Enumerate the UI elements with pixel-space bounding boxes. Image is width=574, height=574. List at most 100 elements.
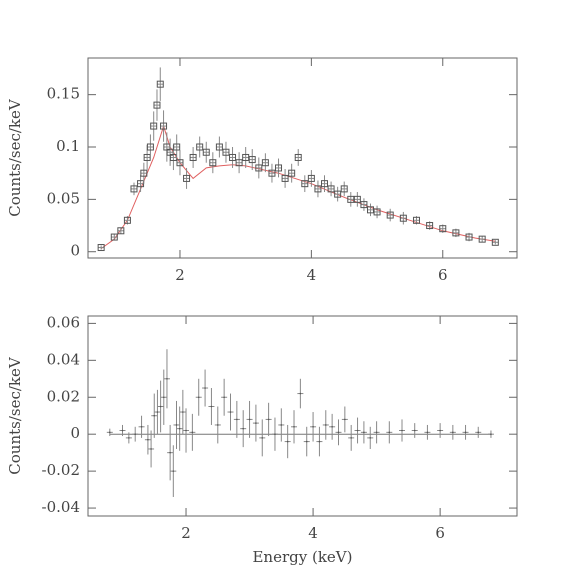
y-tick-label: 0.06 <box>47 313 80 331</box>
plot-frame <box>87 315 518 517</box>
data-point <box>175 424 178 426</box>
data-point <box>280 424 283 426</box>
data-point <box>344 418 346 421</box>
data-point <box>331 426 333 428</box>
y-tick-label: 0.05 <box>47 189 80 207</box>
x-tick-label: 6 <box>435 524 445 542</box>
data-point <box>210 405 213 408</box>
data-point <box>209 159 217 167</box>
data-point <box>312 426 314 428</box>
data-point <box>216 424 219 426</box>
data-point <box>215 143 223 151</box>
data-point <box>314 185 322 193</box>
x-tick-label: 4 <box>308 524 318 542</box>
data-point <box>439 225 447 233</box>
data-point <box>465 233 473 241</box>
data-point <box>159 405 162 408</box>
x-tick-label: 2 <box>181 524 191 542</box>
data-point <box>108 431 111 434</box>
data-point <box>117 227 125 235</box>
data-point <box>110 233 118 241</box>
data-point <box>439 429 441 432</box>
data-point <box>130 185 138 193</box>
data-point <box>294 153 302 161</box>
data-point <box>464 431 467 434</box>
data-point <box>452 229 460 237</box>
data-point <box>202 148 210 156</box>
data-point <box>222 148 230 156</box>
data-point <box>248 156 256 164</box>
data-point <box>229 411 232 413</box>
data-point <box>452 431 454 434</box>
data-point <box>426 222 434 230</box>
data-point <box>121 429 124 432</box>
data-point <box>321 180 329 188</box>
data-point <box>324 424 327 426</box>
data-point <box>236 418 238 421</box>
data-point <box>134 433 137 435</box>
data-point <box>293 426 295 428</box>
data-point <box>176 159 184 167</box>
data-point <box>369 437 372 439</box>
model-line <box>100 124 496 250</box>
data-point <box>340 185 348 193</box>
y-tick-label: 0.04 <box>47 350 80 368</box>
data-point <box>156 80 164 88</box>
data-point <box>147 438 149 441</box>
data-point <box>183 174 191 182</box>
data-point <box>363 431 365 434</box>
data-point <box>123 216 131 224</box>
data-point <box>274 433 276 435</box>
data-point <box>412 216 420 224</box>
data-point <box>191 431 194 434</box>
data-point <box>288 169 296 177</box>
data-point <box>347 195 355 203</box>
data-point <box>490 433 492 435</box>
data-point <box>399 214 407 222</box>
data-point <box>373 208 381 216</box>
x-tick-label: 4 <box>307 266 317 284</box>
data-point <box>140 169 148 177</box>
data-point <box>197 396 200 399</box>
data-point <box>318 440 321 443</box>
data-point <box>140 426 143 428</box>
data-point <box>242 427 244 430</box>
data-point <box>166 377 168 380</box>
data-point <box>160 122 168 130</box>
data-point <box>223 396 225 399</box>
data-point <box>153 101 161 109</box>
data-point <box>350 437 352 439</box>
y-tick-label: 0 <box>70 242 80 260</box>
data-point <box>327 185 335 193</box>
y-tick-label: -0.04 <box>42 498 80 516</box>
y-axis-label: Counts/sec/keV <box>6 356 24 475</box>
y-tick-label: 0.02 <box>47 387 80 405</box>
data-point <box>337 431 340 434</box>
x-tick-label: 6 <box>438 266 448 284</box>
data-point <box>334 190 342 198</box>
data-point <box>248 418 251 421</box>
data-point <box>401 429 403 432</box>
x-tick-label: 2 <box>175 266 185 284</box>
data-point <box>255 164 263 172</box>
data-point <box>307 174 315 182</box>
data-point <box>388 431 391 434</box>
data-point <box>478 235 486 243</box>
data-point <box>156 411 159 413</box>
data-point <box>182 411 184 413</box>
data-point <box>268 169 276 177</box>
data-point <box>153 414 156 417</box>
data-point <box>162 396 165 399</box>
y-axis-label: Counts/sec/keV <box>6 98 24 217</box>
data-point <box>128 437 130 439</box>
data-point <box>235 159 243 167</box>
data-point <box>146 143 154 151</box>
data-point <box>229 153 237 161</box>
data-point <box>305 440 308 443</box>
data-point <box>386 211 394 219</box>
data-point <box>275 164 283 172</box>
data-point <box>366 206 374 214</box>
data-point <box>173 143 181 151</box>
data-point <box>286 440 289 443</box>
